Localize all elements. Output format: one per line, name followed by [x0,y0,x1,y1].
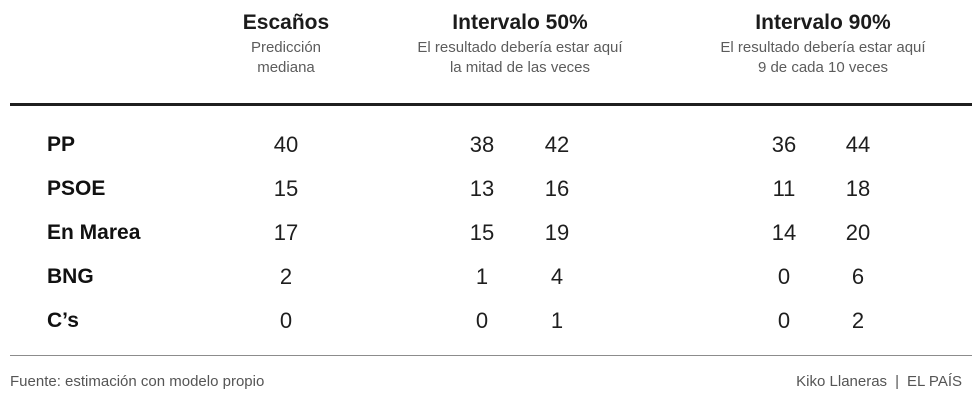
interval-90-high: 2 [851,308,865,333]
footer-divider [10,355,972,356]
party-name: PSOE [47,177,106,200]
publication-name: EL PAÍS [906,373,962,390]
column-title-interval-50: Intervalo 50% [452,11,588,34]
column-subtitle-interval-90-line2: 9 de cada 10 veces [757,59,889,76]
interval-90-low: 14 [771,220,797,245]
source-note: Fuente: estimación con modelo propio [10,373,265,390]
interval-90-low: 11 [772,176,796,201]
credit-line: Kiko Llaneras | EL PAÍS [796,373,962,390]
column-subtitle-interval-50-line2: la mitad de las veces [449,59,591,76]
column-header-seats: Escaños Predicción mediana [225,10,347,78]
column-subtitle-seats-line1: Predicción [250,39,322,56]
table-row-pp: PP 40 38 42 36 44 [0,123,980,167]
column-subtitle-interval-50-line1: El resultado debería estar aquí [417,39,623,56]
interval-50-low: 15 [469,220,495,245]
seats-median: 40 [273,132,299,157]
credit-separator: | [895,373,899,390]
column-header-interval-50: Intervalo 50% El resultado debería estar… [380,10,660,78]
table-row-en-marea: En Marea 17 15 19 14 20 [0,211,980,255]
interval-90-high: 18 [845,176,871,201]
interval-50-high: 16 [544,176,570,201]
column-title-seats: Escaños [242,11,330,34]
seats-median: 17 [273,220,299,245]
party-name: En Marea [47,221,141,244]
interval-50-low: 38 [469,132,495,157]
table-row-cs: C’s 0 0 1 0 2 [0,299,980,343]
interval-90-low: 36 [771,132,797,157]
interval-50-high: 19 [544,220,570,245]
interval-90-low: 0 [777,308,791,333]
interval-50-high: 1 [550,308,564,333]
seats-median: 15 [273,176,299,201]
column-title-interval-90: Intervalo 90% [755,11,891,34]
interval-50-low: 0 [475,308,489,333]
party-name: PP [47,133,76,156]
interval-90-low: 0 [777,264,791,289]
interval-90-high: 6 [851,264,865,289]
header-divider [10,103,972,106]
interval-50-high: 42 [544,132,570,157]
seats-median: 2 [279,264,293,289]
table-row-bng: BNG 2 1 4 0 6 [0,255,980,299]
interval-50-high: 4 [550,264,564,289]
interval-50-low: 13 [469,176,495,201]
party-name: C’s [47,309,79,332]
column-header-interval-90: Intervalo 90% El resultado debería estar… [688,10,958,78]
party-name: BNG [47,265,94,288]
author-name: Kiko Llaneras [796,373,888,390]
interval-90-high: 20 [845,220,871,245]
column-subtitle-seats-line2: mediana [257,59,315,76]
seats-median: 0 [279,308,293,333]
interval-50-low: 1 [475,264,489,289]
column-subtitle-interval-90-line1: El resultado debería estar aquí [720,39,926,56]
interval-90-high: 44 [845,132,871,157]
table-row-psoe: PSOE 15 13 16 11 18 [0,167,980,211]
